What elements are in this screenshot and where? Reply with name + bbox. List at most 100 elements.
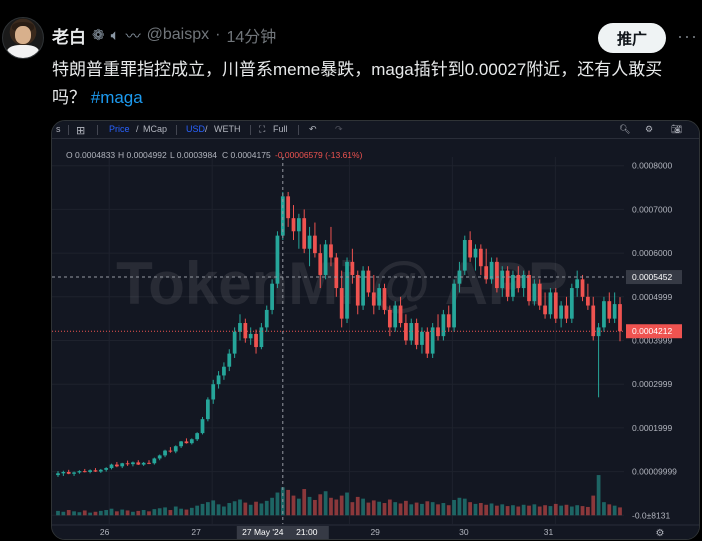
candle-body <box>109 464 114 469</box>
candle-body <box>131 462 135 465</box>
weth-toggle[interactable]: WETH <box>214 124 241 134</box>
price-tick-label: 0.0007000 <box>632 204 672 214</box>
display-name[interactable]: 老白 <box>52 27 86 47</box>
usd-toggle[interactable]: USD <box>186 124 206 134</box>
volume-bar <box>586 506 590 516</box>
volume-bar <box>147 511 151 516</box>
speaker-icon: 🔈︎ <box>110 26 120 44</box>
candle-body <box>414 323 419 345</box>
volume-bar <box>302 489 307 516</box>
candle-body <box>409 323 414 341</box>
chart-image[interactable]: s ⊞ Price / MCap USD / WETH ⛶ Full ↶ ↷ 🔍… <box>51 120 700 540</box>
candle-body <box>446 314 451 328</box>
candle-body <box>607 301 612 319</box>
mcap-toggle[interactable]: MCap <box>143 124 168 134</box>
candle-body <box>596 327 601 337</box>
crosshair-time-label: 27 May '24 <box>242 527 284 537</box>
candle-body <box>462 240 467 271</box>
volume-bar <box>425 501 430 516</box>
candle-body <box>420 331 424 345</box>
candle-body <box>275 235 280 284</box>
volume-bar <box>205 502 210 516</box>
undo-icon[interactable]: ↶ <box>309 124 317 134</box>
candle-body <box>457 270 462 284</box>
candle-body <box>478 248 483 267</box>
volume-bar <box>355 496 360 516</box>
volume-bar <box>436 504 440 516</box>
volume-bar <box>329 497 333 516</box>
ohlc-close: C 0.0004175 <box>222 150 271 160</box>
redo-icon[interactable]: ↷ <box>335 124 343 134</box>
candle-body <box>98 469 103 472</box>
ohlc-change: -0.00006579 (-13.61%) <box>275 150 363 160</box>
candle-body <box>532 283 537 302</box>
candle-body <box>452 283 456 328</box>
price-toggle[interactable]: Price <box>109 124 130 134</box>
volume-bar <box>248 504 253 516</box>
candle-body <box>259 327 264 348</box>
post-time[interactable]: 14分钟 <box>226 29 277 46</box>
candlestick-chart[interactable]: TokenMi @ APP O 0.0004833 H 0.0004992 L … <box>52 139 699 539</box>
volume-bar <box>109 508 114 516</box>
candle-body <box>500 270 505 289</box>
candle-body <box>280 196 285 236</box>
candle-body <box>350 261 355 275</box>
settings-gear-icon[interactable]: ⚙ <box>645 124 654 134</box>
volume-bar <box>254 501 258 516</box>
crosshair-time-badge <box>236 526 329 539</box>
toolbar-slash: / <box>136 124 139 134</box>
promote-button[interactable]: 推广 <box>598 23 666 53</box>
camera-icon[interactable]: 📷︎ <box>671 124 683 134</box>
fullscreen-icon[interactable]: ⛶ <box>259 124 266 134</box>
candle-body <box>441 314 446 337</box>
fullscreen-label[interactable]: Full <box>273 124 288 134</box>
zoom-icon[interactable]: 🔍︎ <box>619 124 631 134</box>
candle-body <box>93 470 98 472</box>
more-options-icon[interactable]: ··· <box>677 26 698 46</box>
gear-badge-icon: ❁ <box>92 27 105 44</box>
volume-bar <box>152 509 157 516</box>
candle-body <box>254 333 258 348</box>
candle-body <box>173 446 178 452</box>
volume-bar <box>131 511 135 516</box>
candle-body <box>511 274 515 297</box>
candle-body <box>66 472 71 474</box>
price-tick-label: 0.0003999 <box>632 336 672 346</box>
volume-bar <box>404 500 408 516</box>
candle-body <box>527 274 531 302</box>
volume-bar <box>580 506 585 516</box>
volume-bar <box>500 504 505 516</box>
volume-bar <box>430 502 435 516</box>
hashtag-link[interactable]: #maga <box>90 88 143 107</box>
price-tick-label: 0.0002999 <box>632 379 672 389</box>
candle-body <box>286 196 291 219</box>
avatar[interactable] <box>2 17 44 59</box>
indicators-icon[interactable]: ⊞ <box>76 125 86 137</box>
tweet-header: 老白 ❁ 🔈︎ 〰 @baispx · 14分钟 <box>52 23 276 47</box>
candle-body <box>553 292 558 319</box>
volume-bar <box>243 502 248 516</box>
candles <box>56 191 622 477</box>
candle-body <box>147 462 151 464</box>
volume-bar <box>88 512 92 516</box>
user-handle[interactable]: @baispx <box>146 26 210 43</box>
candle-body <box>575 279 580 289</box>
volume-bar <box>61 511 66 516</box>
candle-body <box>430 327 435 354</box>
candle-body <box>82 471 87 473</box>
price-axis-bg <box>624 139 699 539</box>
candle-body <box>307 235 312 249</box>
candle-body <box>473 248 478 258</box>
price-tick-label: -0.0±8131 <box>632 510 670 520</box>
crosshair <box>52 157 624 524</box>
volume-bar <box>414 502 419 516</box>
ohlc-low: L 0.0003984 <box>170 150 217 160</box>
volume-bar <box>398 503 403 516</box>
volume-bar <box>505 506 510 516</box>
candle-body <box>264 309 269 328</box>
candle-body <box>115 464 119 467</box>
volume-bar <box>457 497 462 516</box>
candle-body <box>248 333 253 339</box>
volume-bar <box>441 503 446 516</box>
volume-bar <box>537 506 542 516</box>
